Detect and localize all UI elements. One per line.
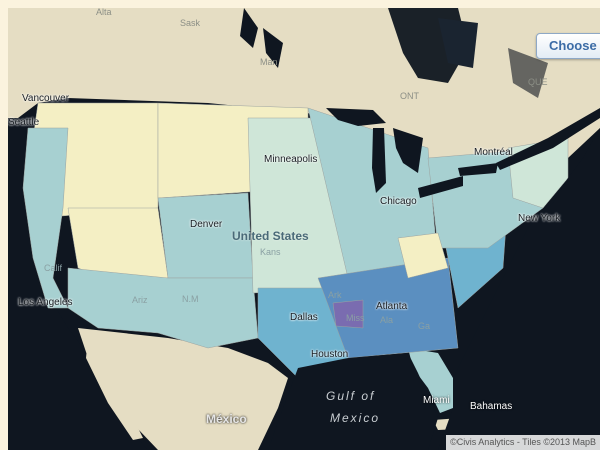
province-label-que: QUE (528, 77, 548, 87)
lake-erie (418, 176, 463, 198)
city-label-vancouver: Vancouver (22, 93, 70, 104)
city-label-miami: Miami (423, 395, 450, 406)
province-label-ont: ONT (400, 91, 419, 101)
atlantic-ocean (438, 128, 600, 450)
country-label-mexico: México (206, 412, 247, 426)
map-attribution[interactable]: ©Civis Analytics - Tiles ©2013 MapB (446, 435, 600, 450)
state-label-miss: Miss (346, 313, 365, 323)
gulf-of-mexico (268, 353, 438, 450)
city-label-dallas: Dallas (290, 312, 318, 323)
lake-huron (393, 128, 423, 173)
choropleth-map[interactable]: Alta Sask Man ONT QUE Vancouver Seattle … (8, 8, 600, 450)
city-label-new-york: New York (518, 213, 561, 224)
us-counties[interactable] (22, 102, 569, 389)
lake-michigan (372, 128, 386, 193)
city-label-chicago: Chicago (380, 196, 417, 207)
state-label-ariz: Ariz (132, 295, 148, 305)
region-southwest[interactable] (67, 267, 259, 349)
city-label-los-angeles: Los Angeles (18, 297, 73, 308)
province-label-alta: Alta (96, 8, 112, 17)
region-mississippi-delta[interactable] (332, 299, 364, 329)
country-label-bahamas: Bahamas (470, 401, 513, 412)
state-label-ark: Ark (328, 290, 342, 300)
sea-label-gulf-line2: Mexico (330, 411, 381, 425)
city-label-houston: Houston (311, 349, 349, 360)
state-label-calif: Calif (44, 263, 63, 273)
country-label-us: United States (232, 229, 309, 243)
city-label-montreal: Montréal (474, 147, 513, 158)
choose-button[interactable]: Choose (536, 33, 600, 59)
state-label-nm: N.M (182, 294, 199, 304)
florida-peninsula (408, 348, 453, 413)
city-label-minneapolis: Minneapolis (264, 154, 318, 165)
region-appalachia[interactable] (397, 232, 449, 279)
canadian-lake (508, 48, 548, 98)
province-label-man: Man (260, 57, 278, 67)
state-label-kans: Kans (260, 247, 281, 257)
city-label-denver: Denver (190, 219, 223, 230)
city-label-seattle: Seattle (8, 117, 40, 128)
pacific-ocean (8, 118, 148, 450)
city-label-atlanta: Atlanta (376, 301, 408, 312)
state-label-ala: Ala (380, 315, 394, 325)
sea-label-gulf-line1: Gulf of (326, 389, 376, 403)
st-lawrence (496, 108, 600, 170)
baja-california (86, 338, 143, 440)
canadian-lake (263, 28, 283, 68)
map-canvas[interactable] (8, 8, 600, 450)
state-label-ga: Ga (418, 321, 431, 331)
lake-ontario (458, 163, 498, 176)
lake-superior (326, 108, 386, 126)
province-label-sask: Sask (180, 18, 201, 28)
canadian-lake (240, 8, 258, 48)
james-bay (438, 18, 478, 68)
